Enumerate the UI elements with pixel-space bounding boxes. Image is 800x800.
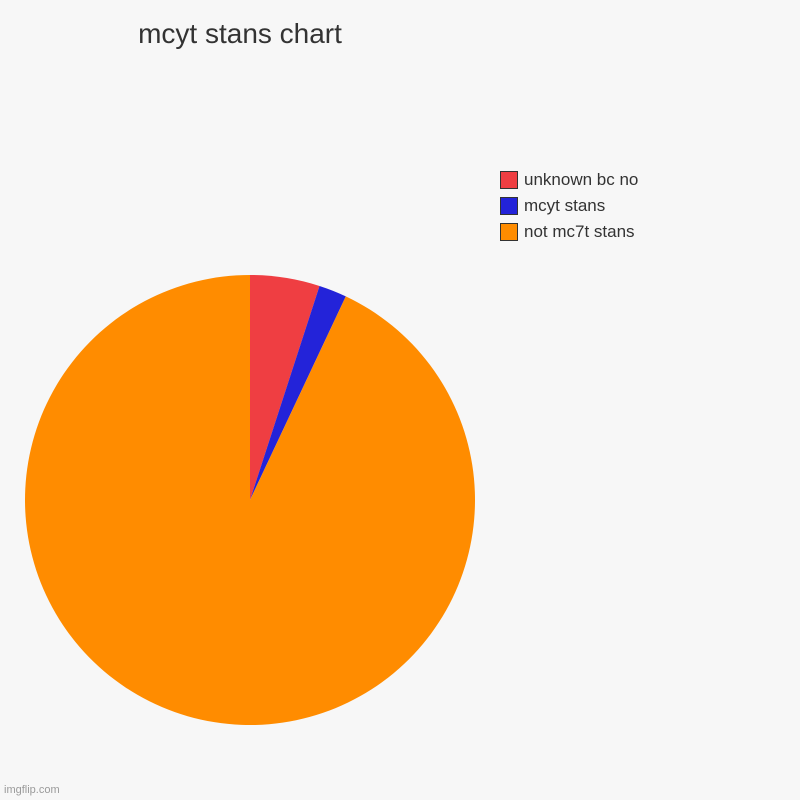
pie-chart [25, 275, 475, 730]
legend-item: not mc7t stans [500, 222, 638, 242]
legend-swatch [500, 171, 518, 189]
legend-swatch [500, 223, 518, 241]
legend-label: not mc7t stans [524, 222, 635, 242]
watermark: imgflip.com [4, 784, 60, 796]
legend-item: unknown bc no [500, 170, 638, 190]
legend: unknown bc no mcyt stans not mc7t stans [500, 170, 638, 248]
chart-title: mcyt stans chart [0, 18, 480, 50]
legend-item: mcyt stans [500, 196, 638, 216]
legend-swatch [500, 197, 518, 215]
chart-canvas: mcyt stans chart unknown bc no mcyt stans… [0, 0, 800, 800]
legend-label: mcyt stans [524, 196, 605, 216]
pie-svg [25, 275, 475, 725]
legend-label: unknown bc no [524, 170, 638, 190]
